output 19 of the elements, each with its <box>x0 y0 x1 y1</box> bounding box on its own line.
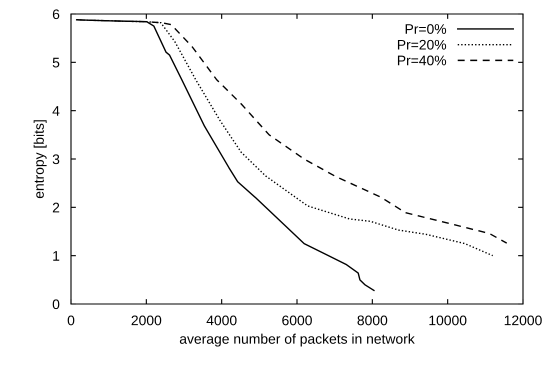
y-axis-title: entropy [bits] <box>34 120 47 198</box>
x-tick-label: 8000 <box>357 315 388 326</box>
y-tick-label: 0 <box>52 299 60 310</box>
legend-label: Pr=20% <box>398 40 446 50</box>
x-tick-label: 4000 <box>206 315 237 326</box>
y-tick-label: 2 <box>52 202 60 212</box>
x-tick-label: 12000 <box>504 315 542 326</box>
y-tick-label: 5 <box>52 58 60 68</box>
x-axis-title: average number of packets in network <box>180 334 415 347</box>
y-tick-label: 1 <box>53 251 60 261</box>
y-tick-label: 6 <box>52 9 60 20</box>
x-tick-label: 6000 <box>282 315 312 326</box>
x-tick-label: 10000 <box>429 315 466 326</box>
x-tick-label: 0 <box>68 315 74 326</box>
y-tick-label: 3 <box>52 154 60 164</box>
x-tick-label: 2000 <box>132 315 162 326</box>
y-tick-label: 4 <box>52 106 60 116</box>
legend-label: Pr=40% <box>398 56 446 66</box>
legend-label: Pr=0% <box>406 24 446 34</box>
